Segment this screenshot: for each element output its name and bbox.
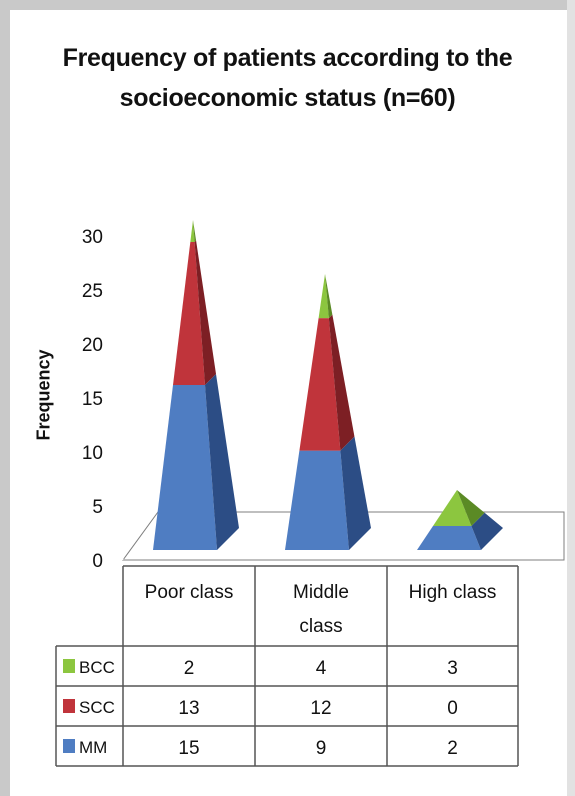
pyramid-segment-mm bbox=[285, 450, 349, 550]
data-table-value: 3 bbox=[447, 658, 458, 679]
frame-left-border bbox=[0, 0, 10, 796]
legend-key-scc bbox=[63, 699, 75, 713]
pyramid-segment-mm bbox=[153, 385, 217, 550]
data-table-value: 0 bbox=[447, 698, 458, 719]
x-category-label: Poor class bbox=[145, 582, 234, 603]
pyramid-segment-bcc bbox=[190, 220, 195, 242]
pyramid-side-mm bbox=[205, 374, 239, 550]
pyramid-segment-bcc bbox=[318, 274, 329, 319]
x-category-label: Middle bbox=[293, 582, 349, 603]
data-table-value: 2 bbox=[447, 738, 458, 759]
y-tick-label: 25 bbox=[82, 281, 103, 302]
pyramid-side-scc bbox=[194, 240, 216, 385]
y-tick-label: 10 bbox=[82, 443, 103, 464]
legend-key-bcc bbox=[63, 659, 75, 673]
data-table-value: 13 bbox=[178, 698, 199, 719]
pyramid-segment-scc bbox=[299, 318, 341, 451]
legend-label: MM bbox=[79, 738, 107, 757]
pyramid-side-mm bbox=[340, 436, 371, 550]
legend-label: BCC bbox=[79, 658, 115, 677]
y-tick-label: 15 bbox=[82, 389, 103, 410]
pyramid-segment-bcc bbox=[433, 490, 472, 526]
pyramid-segment-mm bbox=[417, 526, 481, 550]
y-tick-label: 0 bbox=[92, 551, 103, 572]
chart-title: Frequency of patients according to the s… bbox=[62, 44, 513, 112]
pyramid-side-bcc bbox=[325, 274, 333, 319]
legend-key-mm bbox=[63, 739, 75, 753]
y-tick-label: 20 bbox=[82, 335, 103, 356]
y-tick-label: 5 bbox=[92, 497, 103, 518]
x-category-label: class bbox=[299, 616, 342, 637]
data-table-value: 12 bbox=[310, 698, 331, 719]
pyramid-side-mm bbox=[471, 512, 503, 550]
data-table-value: 15 bbox=[178, 738, 199, 759]
legend-label: SCC bbox=[79, 698, 115, 717]
pyramid-segment-scc bbox=[173, 242, 205, 385]
pyramid-side-bcc bbox=[193, 220, 197, 242]
data-table-value: 2 bbox=[184, 658, 195, 679]
x-category-label: High class bbox=[409, 582, 497, 603]
data-table-value: 9 bbox=[316, 738, 327, 759]
frame-right-border bbox=[567, 0, 575, 796]
frame-top-border bbox=[0, 0, 575, 10]
data-table-value: 4 bbox=[316, 658, 327, 679]
y-tick-label: 30 bbox=[82, 227, 103, 248]
pyramid-side-bcc bbox=[457, 490, 485, 526]
pyramid-side-scc bbox=[328, 314, 355, 451]
